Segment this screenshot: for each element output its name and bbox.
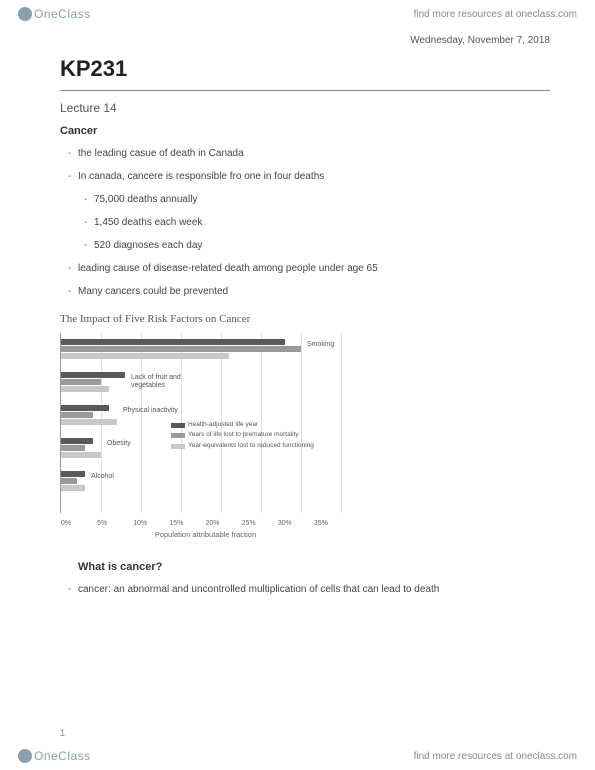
bar bbox=[61, 405, 109, 411]
xaxis-tick: 30% bbox=[278, 520, 314, 527]
legend-text: Years of life lost to premature mortalit… bbox=[188, 431, 299, 439]
brand-tagline-footer: find more resources at oneclass.com bbox=[414, 751, 577, 762]
bar bbox=[61, 478, 77, 484]
title-divider bbox=[60, 90, 550, 91]
chart-xaxis: 0%5%10%15%20%25%30%35% bbox=[61, 520, 350, 527]
xaxis-tick: 15% bbox=[169, 520, 205, 527]
bar-label: Smoking bbox=[307, 341, 377, 349]
bottom-bar: OneClass find more resources at oneclass… bbox=[0, 742, 595, 770]
bar-label: Obesity bbox=[107, 440, 177, 448]
legend-text: Health-adjusted life year bbox=[188, 421, 258, 429]
bar bbox=[61, 452, 101, 458]
xaxis-tick: 10% bbox=[133, 520, 169, 527]
bar bbox=[61, 339, 285, 345]
list-item: Many cancers could be prevented bbox=[68, 285, 550, 299]
list-item: In canada, cancere is responsible fro on… bbox=[68, 170, 550, 184]
bar bbox=[61, 379, 101, 385]
page-content: Wednesday, November 7, 2018 KP231 Lectur… bbox=[60, 35, 550, 606]
chart-container: The Impact of Five Risk Factors on Cance… bbox=[60, 313, 350, 513]
brand-name: OneClass bbox=[34, 7, 91, 21]
xaxis-tick: 35% bbox=[314, 520, 350, 527]
list-item: 75,000 deaths annually bbox=[68, 193, 550, 207]
logo-icon-footer bbox=[18, 749, 32, 763]
bar-label: Alcohol bbox=[91, 473, 161, 481]
lecture-label: Lecture 14 bbox=[60, 101, 550, 115]
definition-item: cancer: an abnormal and uncontrolled mul… bbox=[68, 583, 550, 597]
bar-label: Physical inactivity bbox=[123, 407, 193, 415]
bar bbox=[61, 372, 125, 378]
page-number: 1 bbox=[60, 728, 65, 738]
bar bbox=[61, 471, 85, 477]
bar bbox=[61, 346, 301, 352]
top-bar: OneClass find more resources at oneclass… bbox=[0, 0, 595, 28]
bar bbox=[61, 438, 93, 444]
grid-line bbox=[141, 333, 142, 513]
legend-swatch bbox=[171, 444, 185, 449]
list-item: leading cause of disease-related death a… bbox=[68, 262, 550, 276]
section-what-is-cancer: What is cancer? bbox=[78, 561, 550, 573]
chart-legend: Health-adjusted life year Years of life l… bbox=[171, 421, 314, 452]
legend-item: Health-adjusted life year bbox=[171, 421, 314, 429]
logo-icon bbox=[18, 7, 32, 21]
legend-text: Year-equivalents lost to reduced functio… bbox=[188, 442, 314, 450]
section-cancer: Cancer bbox=[60, 125, 550, 137]
bar bbox=[61, 353, 229, 359]
chart-area: 0%5%10%15%20%25%30%35% Population attrib… bbox=[60, 333, 350, 513]
grid-line bbox=[341, 333, 342, 513]
xaxis-tick: 25% bbox=[242, 520, 278, 527]
list-item: 520 diagnoses each day bbox=[68, 239, 550, 253]
definition-list: cancer: an abnormal and uncontrolled mul… bbox=[60, 583, 550, 597]
list-item: 1,450 deaths each week bbox=[68, 216, 550, 230]
xaxis-tick: 5% bbox=[97, 520, 133, 527]
bar bbox=[61, 485, 85, 491]
xaxis-tick: 20% bbox=[206, 520, 242, 527]
chart-title: The Impact of Five Risk Factors on Cance… bbox=[60, 313, 350, 325]
page-title: KP231 bbox=[60, 56, 550, 82]
bullet-list: the leading casue of death in Canada In c… bbox=[60, 147, 550, 299]
bar bbox=[61, 419, 117, 425]
chart-xaxis-label: Population attributable fraction bbox=[61, 530, 350, 539]
legend-swatch bbox=[171, 423, 185, 428]
xaxis-tick: 0% bbox=[61, 520, 97, 527]
bar-label: Lack of fruit and vegetables bbox=[131, 374, 201, 389]
bar bbox=[61, 386, 109, 392]
brand-name-footer: OneClass bbox=[34, 749, 91, 763]
brand-logo-footer: OneClass bbox=[18, 749, 91, 763]
date-text: Wednesday, November 7, 2018 bbox=[60, 35, 550, 46]
legend-swatch bbox=[171, 433, 185, 438]
legend-item: Years of life lost to premature mortalit… bbox=[171, 431, 314, 439]
list-item: the leading casue of death in Canada bbox=[68, 147, 550, 161]
legend-item: Year-equivalents lost to reduced functio… bbox=[171, 442, 314, 450]
bar bbox=[61, 445, 85, 451]
brand-logo: OneClass bbox=[18, 7, 91, 21]
bar bbox=[61, 412, 93, 418]
brand-tagline: find more resources at oneclass.com bbox=[414, 9, 577, 20]
